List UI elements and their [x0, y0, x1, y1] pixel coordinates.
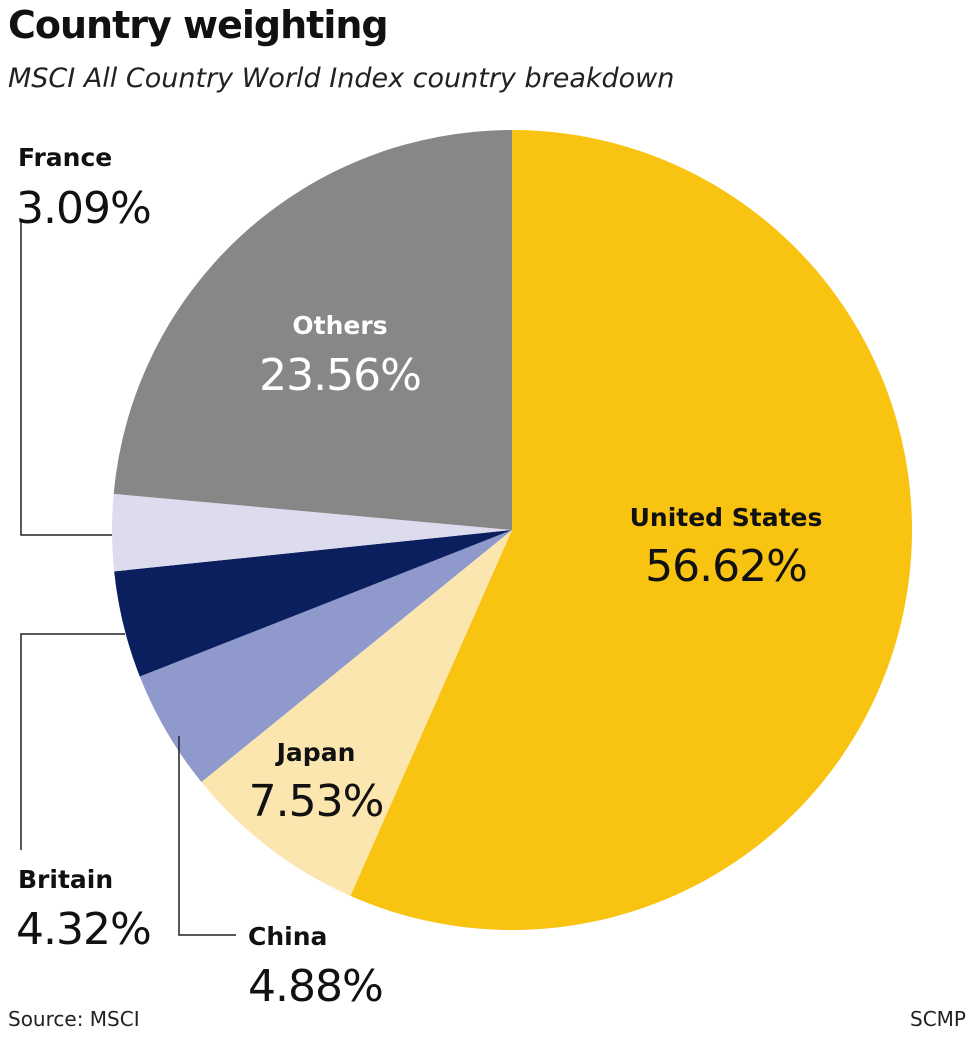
slice-label-japan: Japan — [275, 738, 356, 767]
slice-value-others: 23.56% — [259, 350, 421, 401]
source-note: Source: MSCI — [8, 1007, 140, 1031]
chart-subtitle: MSCI All Country World Index country bre… — [8, 63, 675, 94]
slice-label-united-states: United States — [630, 503, 823, 532]
leader-line-china — [178, 736, 236, 936]
pie-slice-britain — [114, 530, 513, 677]
pie-slice-others — [113, 130, 512, 530]
leader-line-britain — [20, 633, 125, 850]
slice-label-britain: Britain — [18, 865, 113, 894]
slice-value-britain: 4.32% — [16, 904, 151, 955]
slice-value-united-states: 56.62% — [645, 541, 807, 592]
slice-label-others: Others — [292, 311, 387, 340]
slice-value-japan: 7.53% — [249, 776, 384, 827]
pie-slice-japan — [201, 530, 512, 896]
pie-slice-china — [139, 530, 512, 783]
pie-slices — [112, 130, 913, 931]
credit-note: SCMP — [910, 1007, 966, 1031]
slice-value-france: 3.09% — [16, 183, 151, 234]
pie-slice-france — [112, 493, 512, 572]
leader-lines — [20, 220, 236, 936]
slice-label-france: France — [18, 143, 112, 172]
slice-labels: United States 56.62% Japan 7.53% China 4.88% B… — [16, 143, 822, 1012]
chart-title: Country weighting — [8, 3, 389, 47]
slice-label-china: China — [248, 922, 327, 951]
slice-value-china: 4.88% — [248, 961, 383, 1012]
leader-line-france — [20, 220, 112, 536]
pie-slice-united-states — [350, 130, 913, 931]
